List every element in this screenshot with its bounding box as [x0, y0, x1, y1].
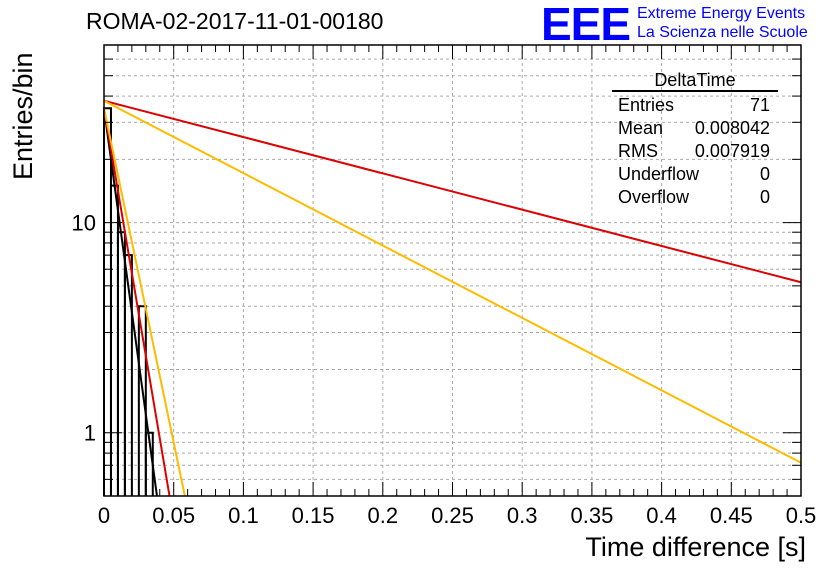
- x-tick-label: 0.45: [710, 503, 753, 528]
- stats-label: Mean: [618, 118, 664, 138]
- fit-line: [103, 99, 802, 284]
- x-tick-label: 0.5: [786, 503, 817, 528]
- stats-row-underflow: Underflow 0: [612, 163, 778, 186]
- x-tick-label: 0.4: [646, 503, 677, 528]
- x-tick-label: 0.25: [431, 503, 474, 528]
- x-tick-label: 0: [98, 503, 110, 528]
- logo-line-1: Extreme Energy Events: [637, 5, 806, 22]
- stats-row-mean: Mean 0.008042: [612, 117, 778, 140]
- stats-box: DeltaTime Entries 71 Mean 0.008042 RMS 0…: [612, 70, 778, 209]
- y-axis-label: Entries/bin: [8, 52, 38, 180]
- chart-title: ROMA-02-2017-11-01-00180: [86, 8, 384, 34]
- histogram-bar: [103, 107, 112, 496]
- y-tick-label: 1: [84, 421, 96, 446]
- stats-label: Overflow: [618, 187, 690, 207]
- x-tick-label: 0.15: [292, 503, 335, 528]
- stats-value: 0: [759, 164, 770, 184]
- stats-label: Underflow: [618, 164, 700, 184]
- stats-value: 0.008042: [694, 118, 770, 138]
- histogram-bar: [116, 231, 126, 496]
- stats-label: Entries: [618, 95, 675, 115]
- x-tick-label: 0.05: [152, 503, 195, 528]
- stats-row-entries: Entries 71: [612, 94, 778, 117]
- x-tick-label: 0.2: [368, 503, 399, 528]
- fit-line: [103, 108, 171, 497]
- fit-line: [103, 99, 802, 464]
- stats-label: RMS: [618, 141, 658, 161]
- y-tick-label: 10: [72, 211, 96, 236]
- histogram-bar: [137, 305, 147, 496]
- stats-title: DeltaTime: [612, 70, 778, 92]
- stats-value: 0.007919: [694, 141, 770, 161]
- eee-logo: EEE: [541, 0, 631, 50]
- fit-line: [103, 108, 158, 497]
- x-tick-label: 0.1: [228, 503, 259, 528]
- stats-row-rms: RMS 0.007919: [612, 140, 778, 163]
- fit-line: [103, 108, 186, 497]
- stats-row-overflow: Overflow 0: [612, 186, 778, 209]
- x-axis-label: Time difference [s]: [585, 532, 806, 562]
- stats-value: 0: [759, 187, 770, 207]
- logo-line-2: La Scienza nelle Scuole: [637, 24, 808, 41]
- x-tick-label: 0.3: [507, 503, 538, 528]
- x-tick-label: 0.35: [570, 503, 613, 528]
- stats-value: 71: [749, 95, 770, 115]
